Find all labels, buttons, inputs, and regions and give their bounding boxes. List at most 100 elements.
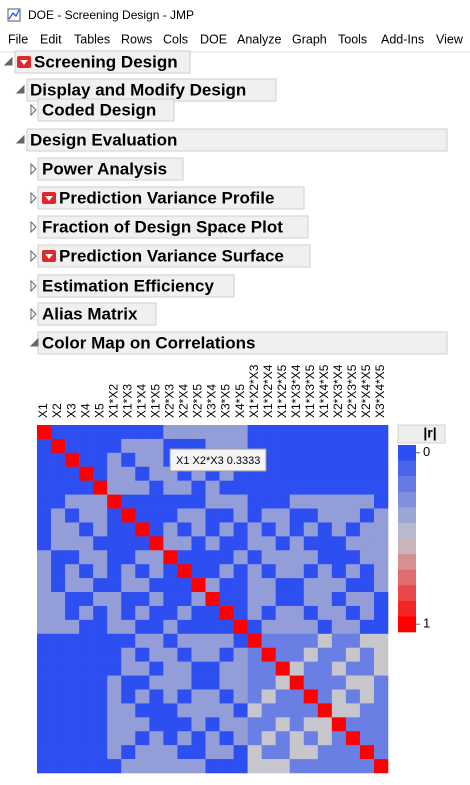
correlation-cell[interactable] [247, 633, 262, 649]
correlation-cell[interactable] [205, 564, 220, 579]
correlation-cell[interactable] [205, 480, 220, 495]
correlation-cell[interactable] [359, 731, 375, 746]
correlation-cell[interactable] [275, 438, 291, 454]
correlation-cell[interactable] [289, 466, 305, 481]
correlation-cell[interactable] [303, 466, 319, 481]
correlation-cell[interactable] [275, 731, 291, 746]
correlation-cell[interactable] [219, 745, 234, 760]
correlation-cell[interactable] [359, 605, 375, 621]
correlation-cell[interactable] [65, 731, 80, 746]
correlation-cell[interactable] [37, 703, 52, 718]
correlation-cell[interactable] [275, 578, 291, 593]
correlation-cell[interactable] [373, 564, 389, 579]
disclosure-triangle[interactable] [30, 279, 37, 293]
correlation-cell[interactable] [219, 759, 234, 774]
disclosure-triangle[interactable] [30, 162, 37, 176]
correlation-cell[interactable] [303, 550, 319, 565]
correlation-cell[interactable] [345, 438, 361, 454]
correlation-cell[interactable] [93, 522, 108, 537]
correlation-cell[interactable] [163, 550, 178, 565]
correlation-cell[interactable] [149, 745, 164, 760]
correlation-cell[interactable] [233, 661, 248, 676]
correlation-cell[interactable] [65, 480, 80, 495]
correlation-cell[interactable] [93, 689, 108, 704]
correlation-cell[interactable] [345, 647, 361, 662]
correlation-cell[interactable] [163, 675, 178, 690]
correlation-cell[interactable] [79, 759, 94, 774]
correlation-cell[interactable] [373, 717, 389, 732]
correlation-cell[interactable] [303, 633, 319, 649]
correlation-cell[interactable] [149, 661, 164, 676]
correlation-cell[interactable] [93, 508, 108, 523]
correlation-cell[interactable] [121, 494, 136, 509]
correlation-cell[interactable] [149, 438, 164, 454]
correlation-cell[interactable] [107, 731, 122, 746]
correlation-cell[interactable] [261, 494, 276, 509]
outline-title[interactable]: Color Map on Correlations [42, 333, 255, 352]
correlation-cell[interactable] [247, 550, 262, 565]
correlation-cell[interactable] [37, 536, 52, 551]
correlation-cell[interactable] [205, 731, 220, 746]
correlation-cell[interactable] [247, 647, 262, 662]
correlation-cell[interactable] [233, 717, 248, 732]
correlation-cell[interactable] [275, 689, 291, 704]
correlation-cell[interactable] [79, 745, 94, 760]
menu-item[interactable]: File [8, 32, 28, 46]
correlation-cell[interactable] [373, 675, 389, 690]
correlation-cell[interactable] [135, 452, 150, 468]
correlation-cell[interactable] [303, 675, 319, 690]
correlation-cell[interactable] [79, 564, 94, 579]
correlation-cell[interactable] [205, 522, 220, 537]
correlation-cell[interactable] [107, 550, 122, 565]
correlation-cell[interactable] [191, 703, 206, 718]
correlation-cell[interactable] [149, 633, 164, 649]
outline-header-box[interactable] [37, 274, 235, 298]
correlation-cell[interactable] [303, 647, 319, 662]
correlation-cell[interactable] [65, 647, 80, 662]
correlation-cell[interactable] [345, 480, 361, 495]
correlation-cell[interactable] [51, 508, 66, 523]
correlation-cell[interactable] [303, 425, 319, 440]
correlation-cell[interactable] [135, 592, 150, 607]
correlation-cell[interactable] [93, 605, 108, 621]
correlation-cell[interactable] [65, 438, 80, 454]
correlation-cell[interactable] [163, 619, 178, 635]
correlation-cell[interactable] [233, 675, 248, 690]
correlation-cell[interactable] [135, 745, 150, 760]
correlation-cell[interactable] [93, 480, 108, 495]
correlation-cell[interactable] [191, 619, 206, 635]
correlation-cell[interactable] [233, 592, 248, 607]
correlation-cell[interactable] [317, 536, 333, 551]
correlation-cell[interactable] [37, 661, 52, 676]
correlation-cell[interactable] [205, 745, 220, 760]
correlation-cell[interactable] [79, 661, 94, 676]
correlation-cell[interactable] [191, 605, 206, 621]
correlation-cell[interactable] [163, 425, 178, 440]
correlation-cell[interactable] [135, 647, 150, 662]
correlation-cell[interactable] [219, 731, 234, 746]
correlation-cell[interactable] [359, 480, 375, 495]
outline-title[interactable]: Prediction Variance Profile [59, 188, 274, 207]
correlation-cell[interactable] [79, 466, 94, 481]
correlation-cell[interactable] [51, 633, 66, 649]
correlation-cell[interactable] [373, 522, 389, 537]
correlation-cell[interactable] [163, 578, 178, 593]
correlation-cell[interactable] [121, 703, 136, 718]
correlation-cell[interactable] [317, 466, 333, 481]
correlation-cell[interactable] [345, 689, 361, 704]
correlation-cell[interactable] [303, 661, 319, 676]
correlation-cell[interactable] [317, 731, 333, 746]
correlation-cell[interactable] [65, 717, 80, 732]
correlation-cell[interactable] [373, 452, 389, 468]
correlation-cell[interactable] [163, 731, 178, 746]
correlation-cell[interactable] [135, 466, 150, 481]
correlation-cell[interactable] [149, 675, 164, 690]
correlation-cell[interactable] [331, 425, 347, 440]
correlation-cell[interactable] [191, 717, 206, 732]
correlation-cell[interactable] [205, 689, 220, 704]
correlation-cell[interactable] [247, 522, 262, 537]
correlation-cell[interactable] [107, 592, 122, 607]
correlation-cell[interactable] [317, 717, 333, 732]
correlation-cell[interactable] [135, 675, 150, 690]
correlation-cell[interactable] [261, 550, 276, 565]
